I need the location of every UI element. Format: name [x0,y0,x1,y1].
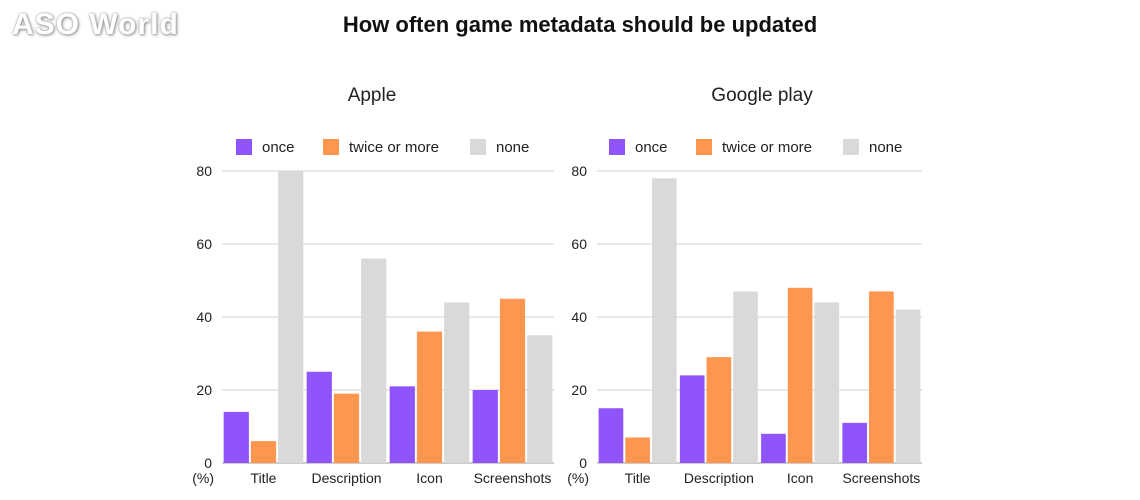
chart-1-ylabel: (%) [192,470,214,486]
chart-1-legend-label-3: none [496,139,529,156]
chart-2-bar-icon-twice-or-more [787,287,813,463]
chart-1-bar-title-none [278,171,304,463]
chart-1-xtick-icon: Icon [416,470,442,486]
chart-2-bar-icon-none [814,302,840,463]
chart-2-bar-title-none [651,178,677,464]
chart-1-bar-title-twice-or-more [250,441,277,463]
chart-1-bar-description-none [361,258,387,463]
chart-1-bar-icon-none [444,302,470,463]
chart-1-legend-swatch-3 [470,139,486,155]
chart-2-bar-title-once [598,408,624,463]
chart-2-bar-title-twice-or-more [625,437,650,463]
chart-2-bar-description-twice-or-more [706,357,732,463]
chart-1-ytick-60: 60 [196,236,212,252]
chart-1-bar-title-once [223,411,249,463]
chart-1-xtick-screenshots: Screenshots [474,470,552,486]
chart-2-xtick-description: Description [684,470,754,486]
chart-2-xtick-title: Title [625,470,651,486]
chart-1-xtick-description: Description [311,470,381,486]
chart-1-bar-icon-once [389,386,415,463]
chart-2-bar-screenshots-twice-or-more [869,291,894,463]
aso-world-logo: ASO World [12,8,179,41]
chart-1-legend-label-1: once [262,139,295,156]
chart-2-ytick-60: 60 [571,236,587,252]
chart-1-ytick-80: 80 [196,163,212,179]
chart-1-bar-description-twice-or-more [333,393,360,463]
page-title: How often game metadata should be update… [342,12,818,37]
chart-1-legend-label-2: twice or more [349,139,439,156]
chart-1-bar-screenshots-once [472,390,498,463]
chart-2-bar-description-once [679,375,705,463]
chart-1-legend-swatch-1 [236,139,252,155]
chart-2-bar-description-none [733,291,758,463]
chart-1-legend-swatch-2 [323,139,339,155]
chart-2-ytick-80: 80 [571,163,587,179]
chart-2-legend-swatch-3 [843,139,859,155]
chart-2-bar-screenshots-none [895,309,921,463]
chart-2-bar-icon-once [761,433,786,463]
chart-2-xtick-screenshots: Screenshots [842,470,920,486]
chart-1-bar-screenshots-twice-or-more [499,298,526,463]
chart-2-xtick-icon: Icon [787,470,813,486]
chart-2-legend-swatch-1 [609,139,625,155]
chart-1-ytick-20: 20 [196,382,212,398]
chart-1-bar-screenshots-none [527,335,553,463]
chart-1-ytick-40: 40 [196,309,212,325]
chart-1-xtick-title: Title [251,470,277,486]
chart-1-bar-icon-twice-or-more [416,331,443,463]
chart-2-title: Google play [711,85,813,106]
chart-1-ytick-0: 0 [204,455,212,471]
chart-2-legend-swatch-2 [696,139,712,155]
chart-1-title: Apple [348,85,397,106]
chart-2-bar-screenshots-once [842,422,868,463]
chart-1-bar-description-once [306,371,332,463]
chart-2-legend-label-1: once [635,139,668,156]
chart-2-ytick-40: 40 [571,309,587,325]
chart-2-ylabel: (%) [567,470,589,486]
chart-2-legend-label-2: twice or more [722,139,812,156]
chart-2-ytick-20: 20 [571,382,587,398]
chart-2-ytick-0: 0 [579,455,587,471]
chart-2-legend-label-3: none [869,139,902,156]
